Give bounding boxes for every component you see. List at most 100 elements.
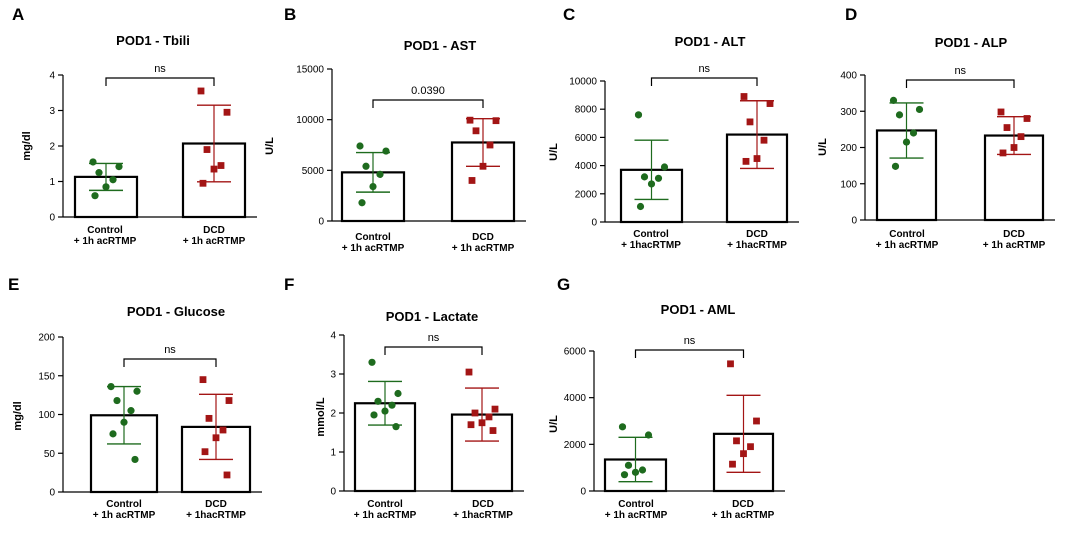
- panel-e-y-tick-label: 0: [49, 488, 55, 499]
- panel-d-point-dcd: [999, 149, 1007, 157]
- panel-c-category-sublabel: + 1hacRTMP: [621, 240, 681, 251]
- panel-b-point-control: [362, 162, 370, 170]
- panel-f-letter: F: [284, 275, 294, 294]
- panel-c-point-control: [634, 111, 643, 119]
- panel-f-point-dcd: [471, 409, 479, 417]
- panel-f-title: POD1 - Lactate: [386, 309, 478, 324]
- panel-g-point-control: [644, 431, 653, 439]
- panel-a-category-label: DCD: [203, 225, 225, 236]
- panel-g-category-label: Control: [618, 499, 654, 510]
- panel-e-point-control: [120, 418, 128, 426]
- panel-f-point-dcd: [465, 368, 473, 376]
- panel-d-point-control: [889, 96, 898, 104]
- panel-g-point-control: [638, 466, 647, 474]
- panel-b-title: POD1 - AST: [404, 38, 477, 53]
- panel-e-point-dcd: [205, 414, 213, 422]
- panel-d-point-dcd: [1003, 124, 1011, 131]
- panel-e-point-control: [107, 383, 115, 391]
- panel-f-category-sublabel: + 1hacRTMP: [453, 510, 513, 521]
- panel-g-y-tick-label: 0: [580, 487, 586, 498]
- panel-a-point-dcd: [217, 162, 225, 169]
- panel-g-title: POD1 - AML: [661, 302, 736, 317]
- panel-b-point-control: [356, 142, 364, 150]
- panel-b-category-label: Control: [355, 232, 391, 243]
- panel-c-letter: C: [563, 5, 575, 24]
- panel-a-y-tick-label: 0: [49, 213, 55, 224]
- panel-e-y-tick-label: 200: [38, 333, 55, 344]
- panel-g-category-sublabel: + 1h acRTMP: [712, 510, 775, 521]
- panel-d-point-dcd: [1017, 133, 1025, 141]
- panel-f-category-sublabel: + 1h acRTMP: [354, 510, 417, 521]
- panel-f-point-dcd: [489, 427, 497, 434]
- panel-b-point-control: [376, 170, 384, 178]
- panel-a-point-control: [89, 158, 97, 166]
- panel-b-y-tick-label: 15000: [296, 65, 324, 76]
- panel-c-point-control: [654, 174, 663, 182]
- panel-b-point-control: [369, 182, 377, 191]
- panel-d-point-dcd: [1023, 115, 1031, 122]
- panel-g-point-dcd: [747, 443, 754, 451]
- panel-c-category-label: DCD: [746, 229, 768, 240]
- panel-a-point-control: [102, 183, 110, 191]
- panel-b-point-dcd: [486, 141, 494, 149]
- panel-d-point-control: [891, 162, 900, 170]
- panel-e-point-dcd: [219, 426, 227, 434]
- panel-f-point-control: [394, 389, 402, 398]
- panel-g-y-tick-label: 4000: [564, 393, 587, 404]
- panel-b-y-axis-label: U/L: [264, 137, 276, 155]
- panel-b-letter: B: [284, 5, 296, 24]
- panel-d-title: POD1 - ALP: [935, 35, 1008, 50]
- panel-e-category-label: Control: [106, 499, 142, 510]
- panel-c-y-tick-label: 8000: [575, 105, 598, 116]
- panel-c-title: POD1 - ALT: [675, 34, 746, 49]
- panel-f-point-control: [392, 423, 400, 431]
- panel-f-category-label: DCD: [472, 499, 494, 510]
- panel-f-y-tick-label: 4: [330, 331, 336, 342]
- panel-d-category-sublabel: + 1h acRTMP: [876, 240, 939, 251]
- panel-f-point-control: [370, 411, 378, 419]
- panel-a-point-dcd: [197, 87, 205, 95]
- panel-e-point-dcd: [201, 448, 209, 456]
- panel-d-y-tick-label: 100: [840, 179, 857, 190]
- panel-b-point-control: [382, 147, 390, 155]
- panel-f-point-control: [388, 401, 396, 409]
- panel-b-significance-bracket: [372, 99, 484, 108]
- panel-g-point-control: [631, 468, 640, 476]
- panel-f-y-tick-label: 0: [330, 487, 336, 498]
- panel-e-category-label: DCD: [205, 499, 227, 510]
- panel-c-point-control: [647, 180, 656, 188]
- panel-c-category-sublabel: + 1hacRTMP: [727, 240, 787, 251]
- panel-g-significance-bracket: [634, 349, 745, 358]
- panel-e-title: POD1 - Glucose: [127, 304, 225, 319]
- panel-g-point-control: [624, 461, 633, 469]
- panel-g-letter: G: [557, 275, 570, 294]
- panel-d-point-control: [909, 129, 918, 137]
- panel-c-category-label: Control: [633, 229, 669, 240]
- panel-e-point-control: [131, 455, 139, 464]
- panel-c-point-dcd: [766, 100, 774, 107]
- panel-b-point-dcd: [492, 117, 500, 125]
- panel-e-point-dcd: [223, 471, 231, 479]
- panel-e-point-control: [109, 430, 117, 438]
- panel-e-y-tick-label: 100: [38, 410, 55, 421]
- panel-b-point-dcd: [468, 177, 476, 184]
- panel-c-point-dcd: [742, 157, 750, 165]
- panel-d-y-tick-label: 200: [840, 143, 857, 154]
- panel-f-significance-label: ns: [428, 332, 440, 344]
- panel-f-point-dcd: [467, 421, 475, 429]
- panel-d-category-label: DCD: [1003, 229, 1025, 240]
- panel-c-y-tick-label: 4000: [575, 161, 598, 172]
- panel-c-y-tick-label: 0: [591, 218, 597, 229]
- panel-a-category-label: Control: [87, 225, 123, 236]
- panel-g-point-dcd: [729, 460, 736, 468]
- panel-g-point-dcd: [753, 417, 760, 425]
- panel-f-y-tick-label: 2: [330, 409, 336, 420]
- panel-a-y-tick-label: 3: [49, 106, 55, 117]
- panel-g-category-label: DCD: [732, 499, 754, 510]
- panel-b-category-sublabel: + 1h acRTMP: [342, 243, 405, 254]
- panel-g-point-dcd: [727, 360, 734, 368]
- panel-b-category-label: DCD: [472, 232, 494, 243]
- panel-c-point-dcd: [753, 155, 761, 162]
- panel-e-category-sublabel: + 1hacRTMP: [186, 510, 246, 521]
